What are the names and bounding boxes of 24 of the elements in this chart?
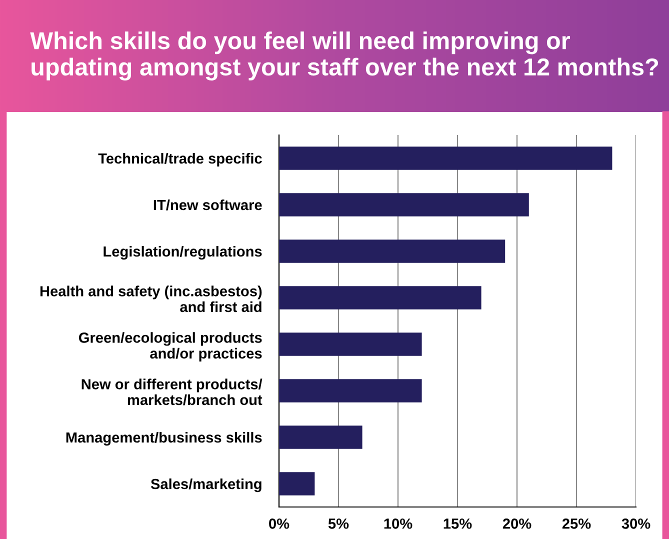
y-tick-label: Health and safety (inc.asbestos) and first aid [40,286,262,312]
bar [279,240,506,263]
y-tick-label: Sales/marketing [150,478,262,492]
x-tick-label: 0% [269,518,290,529]
bar [279,426,362,449]
x-tick-label: 30% [622,518,650,529]
bar [279,332,422,356]
x-tick-label: 10% [384,518,412,529]
y-tick-label: New or different products/ markets/branch out [82,378,262,406]
y-tick-label: Legislation/regulations [104,246,262,260]
bar [279,472,315,496]
bar [279,286,482,310]
y-tick-label: IT/new software [154,199,262,210]
bar [279,379,422,402]
bar [279,193,529,216]
x-tick-label: 5% [328,518,349,529]
x-tick-label: 25% [562,518,591,529]
y-tick-label: Green/ecological products and/or practices [78,332,262,362]
x-tick-label: 15% [444,518,472,529]
y-tick-label: Technical/trade specific [98,152,262,167]
chart-title: Which skills do you feel will need improving or updating amongst your staff over the next 12 months? [30,31,658,81]
x-tick-label: 20% [502,518,532,529]
y-tick-label: Management/business skills [66,432,262,446]
bar [279,146,612,170]
